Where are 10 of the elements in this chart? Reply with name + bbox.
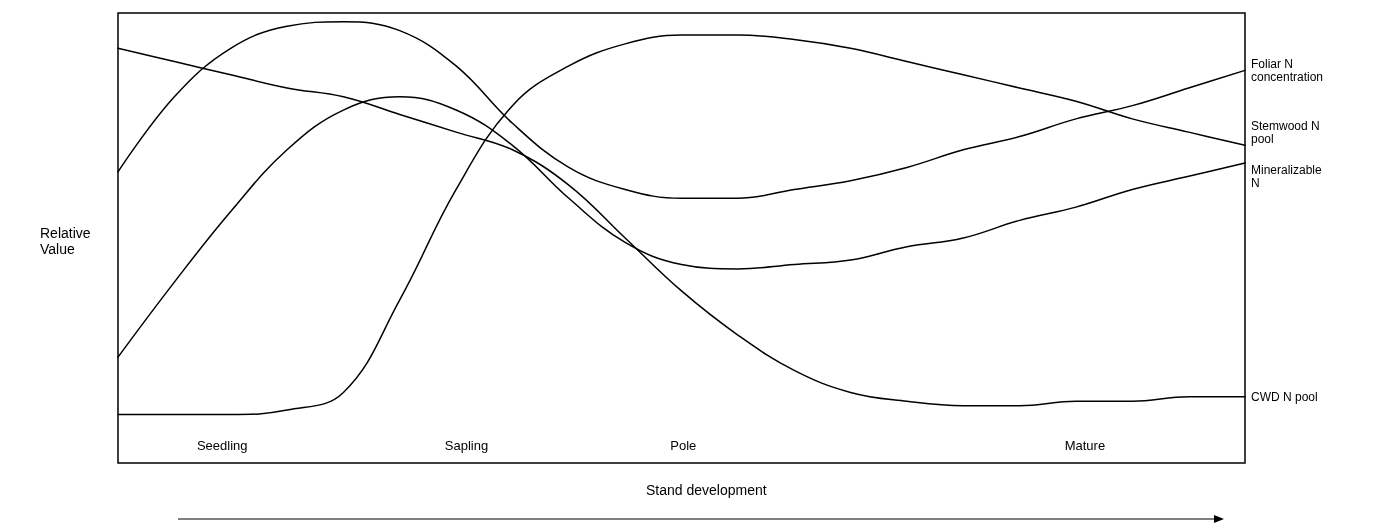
annotation: Seedling [196, 438, 248, 453]
annotation: Sapling [444, 438, 489, 453]
x-axis-title: Stand development [646, 482, 767, 498]
annotation: Pole [670, 438, 697, 453]
y-axis-title: Relative Value [40, 225, 91, 257]
series-label: Mineralizable N [1251, 162, 1326, 190]
series-label: Stemwood N pool [1251, 118, 1324, 146]
series-label: Foliar N concentration [1251, 56, 1324, 84]
series-label: CWD N pool [1251, 389, 1318, 404]
annotation: Mature [1064, 438, 1106, 453]
